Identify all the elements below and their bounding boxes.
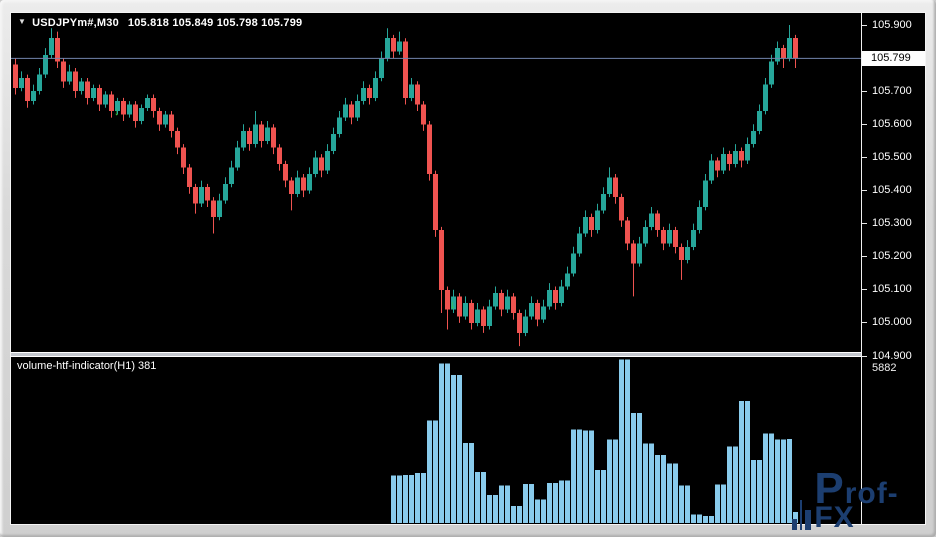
- price-axis-label: 105.400: [872, 184, 912, 196]
- price-axis-label: 105.100: [872, 283, 912, 296]
- watermark-text: Prof-FX: [814, 464, 899, 535]
- pane-divider[interactable]: [11, 352, 862, 357]
- price-axis-label: 104.900: [872, 349, 912, 362]
- price-axis-label: 105.600: [872, 117, 912, 130]
- volume-indicator-pane[interactable]: [11, 357, 861, 524]
- chart-symbol-period: USDJPYm#,M30: [32, 17, 119, 29]
- svg-text:↓: ↓: [114, 106, 120, 118]
- price-axis-border: [861, 13, 862, 524]
- price-axis-tick: [862, 289, 867, 291]
- chart-client-area: ↓ ↓ ▼ USDJPYm#,M30 105.818 105.849 105.798 …: [10, 12, 926, 533]
- price-axis-label: 105.200: [872, 250, 912, 263]
- price-axis-tick: [862, 123, 867, 125]
- price-axis-tick: [862, 355, 867, 357]
- price-axis-tick: [862, 223, 867, 225]
- price-chart-pane[interactable]: ↓↓: [11, 13, 861, 352]
- price-axis-tick: [862, 256, 867, 258]
- price-axis-tick: [862, 190, 867, 191]
- svg-text:↓: ↓: [450, 299, 456, 311]
- watermark-bar-icon: [792, 518, 798, 530]
- price-axis-label: 105.300: [872, 217, 912, 230]
- symbol-dropdown-icon[interactable]: ▼: [18, 17, 27, 26]
- chart-title: ▼ USDJPYm#,M30 105.818 105.849 105.798 105…: [18, 17, 302, 29]
- price-axis-tick: [862, 156, 867, 158]
- price-axis-tick: [862, 90, 867, 92]
- price-axis-tick: [862, 24, 867, 26]
- indicator-name: volume-htf-indicator(H1): [17, 360, 135, 372]
- indicator-value: 381: [138, 360, 157, 372]
- current-price-tag: 105.799: [862, 50, 925, 66]
- chart-ohlc-quotes: 105.818 105.849 105.798 105.799: [127, 17, 303, 29]
- price-axis-label: 105.000: [872, 316, 912, 329]
- watermark-bar-icon: [805, 509, 812, 530]
- volume-scale-label: 5882: [872, 362, 897, 374]
- price-axis-label: 105.500: [872, 150, 912, 163]
- indicator-label: volume-htf-indicator(H1) 381: [17, 360, 156, 372]
- price-axis-label: 105.900: [872, 18, 912, 31]
- price-axis-label: 105.700: [872, 84, 912, 97]
- watermark: Prof-FX: [792, 464, 925, 535]
- price-axis-tick: [862, 322, 867, 324]
- watermark-line-icon: [800, 499, 803, 530]
